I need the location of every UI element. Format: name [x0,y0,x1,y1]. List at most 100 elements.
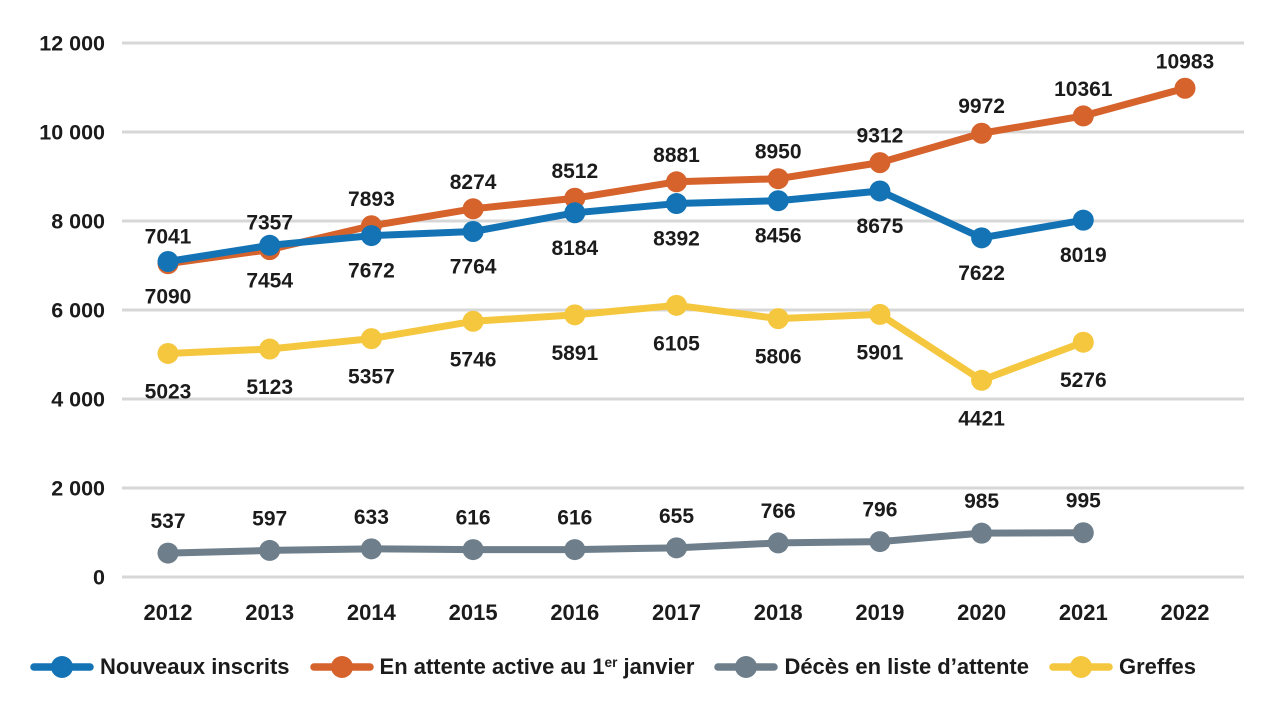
y-axis-tick-label: 10 000 [39,121,105,145]
data-label-nouveaux-inscrits: 7090 [145,285,192,308]
data-point-nouveaux-inscrits [259,234,281,256]
data-label-en-attente-active: 9972 [958,95,1005,118]
data-label-en-attente-active: 7893 [348,188,395,211]
data-point-en-attente-active [767,168,789,190]
data-point-greffes [360,328,382,350]
y-axis-tick-label: 0 [93,566,105,590]
data-point-greffes [666,294,687,316]
x-axis-tick-label: 2017 [652,600,701,625]
series-line-nouveaux-inscrits [164,187,1087,265]
data-label-nouveaux-inscrits: 7764 [450,256,497,279]
data-label-greffes: 5123 [246,376,293,399]
data-label-nouveaux-inscrits: 7622 [958,262,1005,285]
data-point-en-attente-active [869,152,891,174]
legend-label: En attente active au 1er janvier [379,654,695,679]
x-axis-tick-label: 2022 [1161,600,1210,625]
data-point-en-attente-active [666,171,687,193]
data-point-deces-liste-attente [971,522,993,544]
data-label-deces-liste-attente: 597 [252,507,287,530]
data-label-greffes: 4421 [958,407,1005,430]
data-point-nouveaux-inscrits [462,221,484,243]
data-label-en-attente-active: 7041 [145,226,192,249]
legend-label: Greffes [1118,654,1197,679]
x-axis-tick-label: 2021 [1059,600,1108,625]
superscript-er: er [604,654,618,670]
data-label-greffes: 5901 [857,341,904,364]
chart-legend: Nouveaux inscrits En attente active au 1… [30,653,1196,681]
data-label-deces-liste-attente: 766 [761,500,796,523]
data-point-deces-liste-attente [259,539,281,561]
data-point-nouveaux-inscrits [564,202,586,224]
data-point-en-attente-active [564,187,586,209]
line-chart: 12 000 10 000 8 000 6 000 4 000 2 000 0 2012 201… [39,32,1244,625]
data-label-deces-liste-attente: 796 [862,499,897,522]
x-axis-tick-label: 2016 [550,600,599,625]
x-axis-tick-label: 2014 [347,600,397,625]
x-axis-tick-label: 2019 [855,600,904,625]
data-label-en-attente-active: 8881 [653,144,700,167]
y-axis-tick-label: 2 000 [51,477,105,501]
data-label-deces-liste-attente: 995 [1066,490,1101,513]
data-point-deces-liste-attente [1072,522,1094,544]
data-label-nouveaux-inscrits: 8675 [857,215,904,238]
data-label-nouveaux-inscrits: 8184 [551,237,598,260]
data-point-deces-liste-attente [767,532,789,554]
data-point-en-attente-active [1174,77,1196,99]
x-axis-tick-label: 2015 [449,600,498,625]
data-point-greffes [157,342,179,364]
data-label-deces-liste-attente: 655 [659,505,694,528]
legend-label: Décès en liste d’attente [784,654,1029,679]
data-label-nouveaux-inscrits: 8456 [755,225,802,248]
y-axis-tick-label: 4 000 [51,388,105,412]
data-point-nouveaux-inscrits [157,250,179,272]
data-label-en-attente-active: 7357 [246,212,293,235]
data-point-greffes [869,303,891,325]
data-label-nouveaux-inscrits: 8019 [1060,244,1107,267]
data-point-en-attente-active [971,122,993,144]
x-axis-tick-label: 2012 [144,600,193,625]
x-axis-tick-label: 2013 [245,600,294,625]
x-axis-tick-label: 2018 [754,600,803,625]
data-point-greffes [767,308,789,330]
data-point-nouveaux-inscrits [767,190,789,212]
data-label-deces-liste-attente: 985 [964,490,999,513]
data-label-nouveaux-inscrits: 8392 [653,228,700,251]
data-point-greffes [1072,331,1094,353]
data-label-nouveaux-inscrits: 7454 [246,269,293,292]
legend-item-deces-liste-attente: Décès en liste d’attente [714,653,1029,681]
series-line-greffes [164,301,1087,384]
legend-item-greffes: Greffes [1049,653,1196,681]
y-axis-tick-label: 8 000 [51,210,105,234]
data-label-deces-liste-attente: 633 [354,506,389,529]
series-line-deces-liste-attente [164,529,1087,557]
data-label-en-attente-active: 8950 [755,141,802,164]
data-label-greffes: 5276 [1060,369,1107,392]
data-point-deces-liste-attente [564,539,586,561]
data-point-greffes [259,338,281,360]
data-point-deces-liste-attente [869,531,891,553]
data-point-deces-liste-attente [157,542,179,564]
data-point-deces-liste-attente [666,537,687,559]
data-label-en-attente-active: 10361 [1054,78,1113,101]
data-point-nouveaux-inscrits [869,180,891,202]
data-label-greffes: 5891 [551,342,598,365]
x-axis-tick-label: 2020 [957,600,1006,625]
data-label-en-attente-active: 8274 [450,171,497,194]
y-axis-tick-label: 6 000 [51,299,105,323]
data-label-deces-liste-attente: 537 [150,510,185,533]
legend-line-dot-icon [714,656,779,678]
data-label-greffes: 5746 [450,348,497,371]
data-label-nouveaux-inscrits: 7672 [348,260,395,283]
data-label-en-attente-active: 9312 [857,125,904,148]
data-label-deces-liste-attente: 616 [456,507,491,530]
data-point-nouveaux-inscrits [1072,209,1094,231]
legend-item-en-attente-active: En attente active au 1er janvier [309,653,695,681]
y-axis-tick-label: 12 000 [39,32,105,56]
legend-line-dot-icon [1049,656,1113,678]
data-label-en-attente-active: 10983 [1156,50,1214,73]
data-label-greffes: 5357 [348,366,395,389]
legend-line-dot-icon [309,656,374,678]
data-label-greffes: 6105 [653,332,700,355]
data-point-nouveaux-inscrits [666,193,687,215]
